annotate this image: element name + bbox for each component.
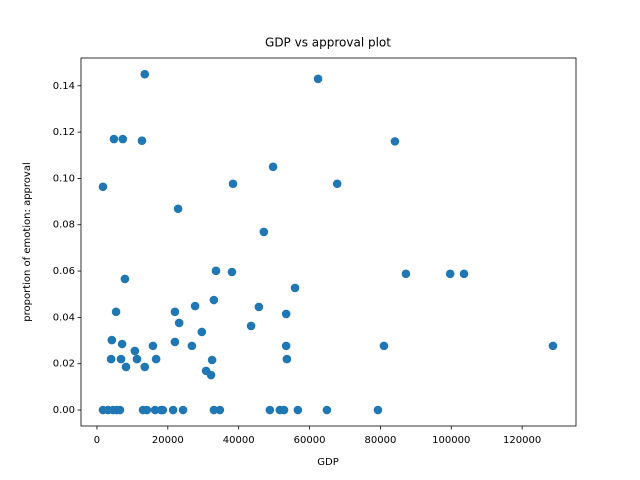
point	[118, 134, 128, 144]
point	[121, 362, 131, 372]
y-tick-label: 0.10	[53, 173, 75, 184]
point	[178, 405, 188, 415]
point	[254, 302, 264, 312]
y-tick-label: 0.04	[53, 312, 75, 323]
y-tick-label: 0.00	[53, 405, 75, 416]
point	[130, 346, 140, 356]
y-tick-label: 0.06	[53, 266, 75, 277]
point	[109, 134, 119, 144]
point	[332, 179, 342, 189]
point	[187, 341, 197, 351]
y-tick-label: 0.14	[53, 81, 75, 92]
point	[132, 354, 142, 364]
point	[148, 341, 158, 351]
point	[459, 269, 469, 279]
point	[209, 405, 219, 415]
point	[279, 405, 289, 415]
x-tick-label: 20000	[152, 435, 184, 446]
point	[206, 370, 216, 380]
x-tick-label: 100000	[432, 435, 470, 446]
chart-title: GDP vs approval plot	[265, 36, 391, 50]
point	[140, 362, 150, 372]
point	[379, 341, 389, 351]
point	[173, 204, 183, 214]
point	[211, 266, 221, 276]
point	[209, 295, 219, 305]
point	[140, 69, 150, 79]
point	[168, 405, 178, 415]
point	[282, 354, 292, 364]
point	[150, 405, 160, 415]
point	[227, 267, 237, 277]
point	[107, 335, 117, 345]
point	[548, 341, 558, 351]
point	[281, 341, 291, 351]
point	[259, 227, 269, 237]
y-axis-label: proportion of emotion: approval	[22, 162, 33, 321]
plot-frame	[80, 57, 577, 427]
x-tick-label: 80000	[365, 435, 397, 446]
point	[120, 274, 130, 284]
point	[373, 405, 383, 415]
point	[290, 283, 300, 293]
point	[117, 339, 127, 349]
point	[313, 74, 323, 84]
point	[445, 269, 455, 279]
point	[98, 182, 108, 192]
point	[215, 405, 225, 415]
point	[111, 307, 121, 317]
x-tick-label: 0	[94, 435, 100, 446]
point	[268, 162, 278, 172]
y-tick-label: 0.08	[53, 220, 75, 231]
point	[151, 354, 161, 364]
point	[281, 309, 291, 319]
x-axis-label: GDP	[317, 457, 338, 468]
point	[293, 405, 303, 415]
point	[106, 354, 116, 364]
x-tick-label: 120000	[503, 435, 541, 446]
point	[390, 137, 400, 146]
point	[246, 321, 256, 331]
point	[116, 354, 126, 364]
point	[197, 327, 207, 337]
point	[158, 405, 168, 415]
point	[115, 405, 125, 415]
point	[190, 301, 200, 311]
point	[142, 405, 152, 415]
point	[207, 355, 217, 365]
point	[322, 405, 332, 415]
point	[174, 318, 184, 328]
point	[170, 307, 180, 317]
y-tick-label: 0.02	[53, 359, 75, 370]
point	[401, 269, 411, 279]
x-tick-label: 40000	[223, 435, 255, 446]
point	[265, 405, 275, 415]
x-tick-label: 60000	[294, 435, 326, 446]
point	[170, 337, 180, 347]
point	[137, 136, 147, 145]
y-tick-label: 0.12	[53, 127, 75, 138]
point	[228, 179, 238, 189]
